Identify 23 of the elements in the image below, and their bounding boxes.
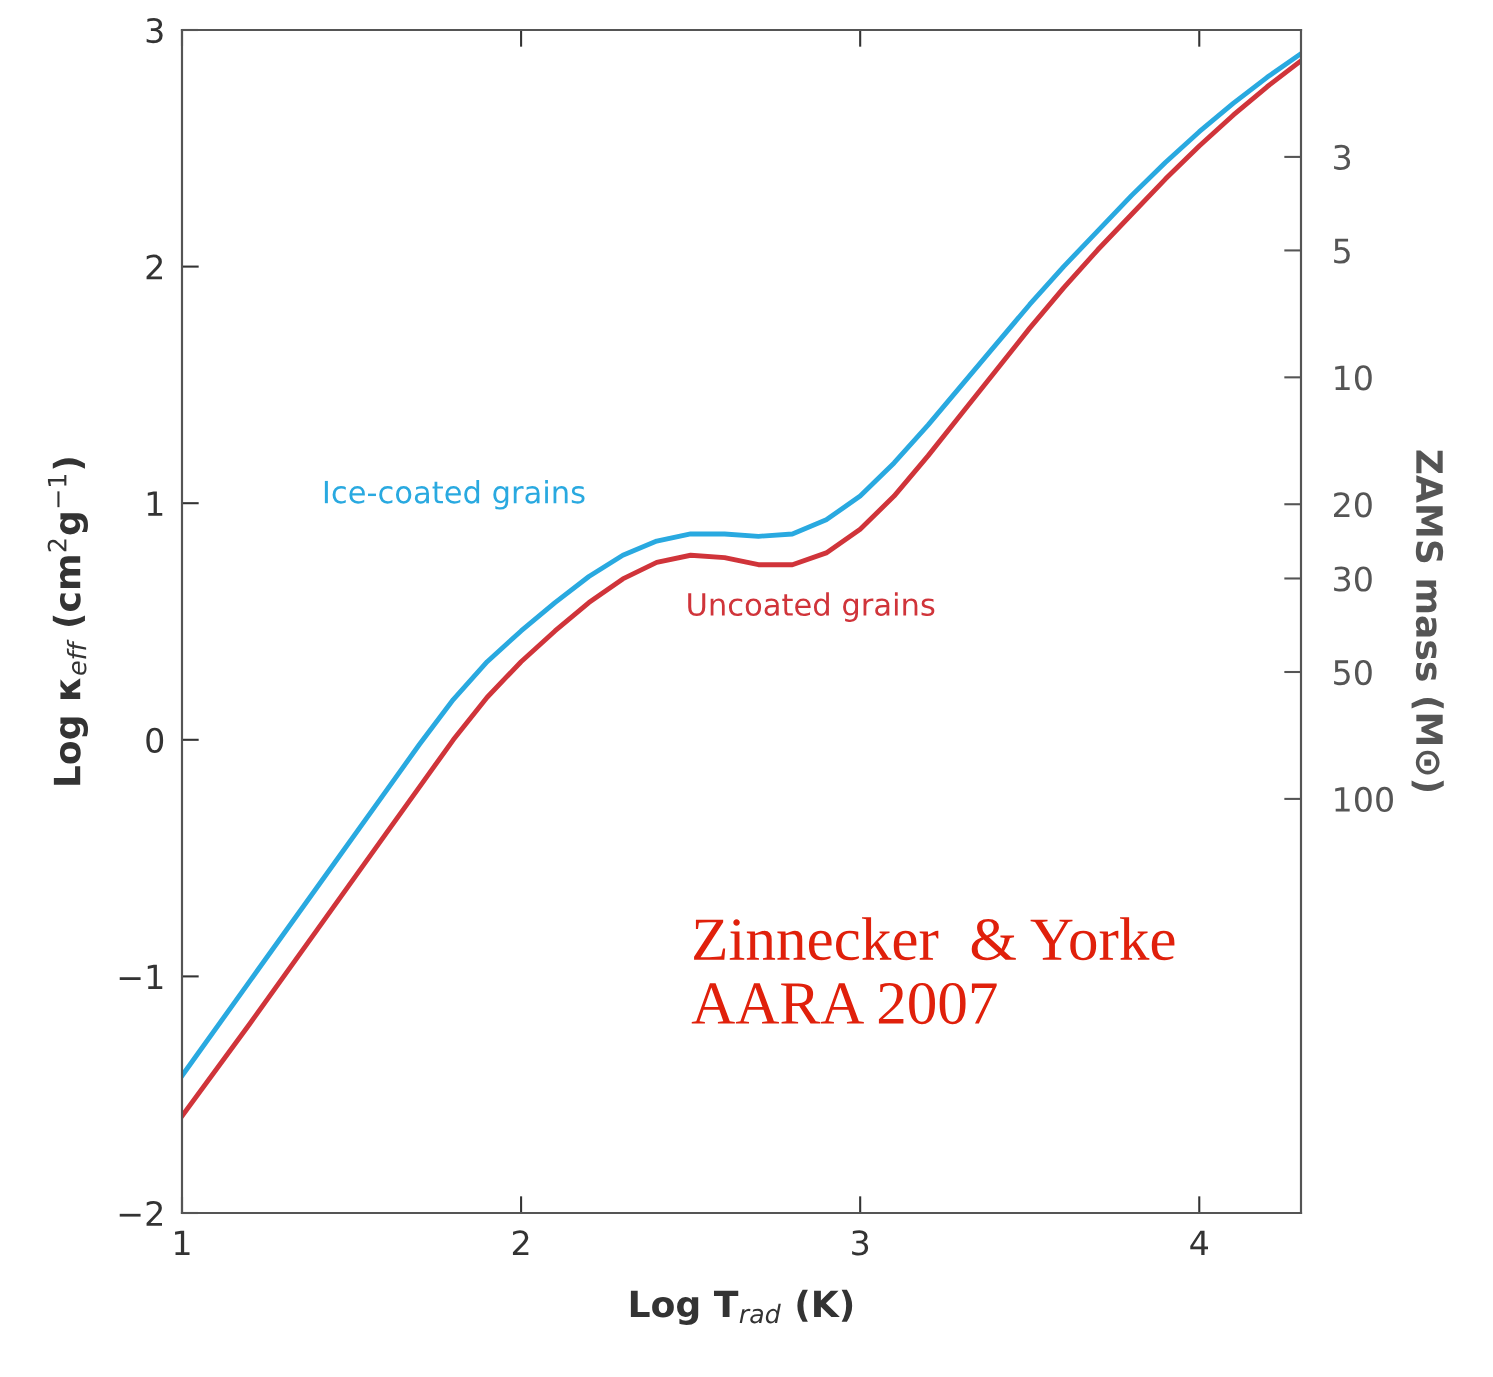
y2-axis-title: ZAMS mass (M⊙) [1411,450,1444,792]
x-tick-label: 1 [175,1230,190,1255]
y-tick-label: 3 [146,17,163,44]
y2-tick-label: 30 [1334,566,1372,592]
series-label: Uncoated grains [688,592,935,622]
y-tick-label: −2 [119,1200,162,1226]
y2-tick-label: 3 [1334,144,1351,171]
y2-tick-label: 20 [1334,492,1372,518]
y2-tick-label: 5 [1334,238,1350,264]
x-tick-label: 4 [1190,1230,1209,1255]
y-tick-label: 2 [146,254,162,280]
y-tick-label: 0 [146,727,164,753]
annotation: Zinnecker & Yorke AARA 2007 [691,917,1175,1025]
x-tick-label: 3 [852,1230,869,1256]
x-axis-title: Log T$_{rad}$ (K) [630,1289,853,1325]
y2-tick-label: 10 [1335,365,1372,391]
x-tick-label: 2 [512,1230,529,1255]
series-label: Ice-coated grains [324,479,585,510]
y2-tick-label: 100 [1335,786,1393,813]
y-tick-label: 1 [147,491,163,516]
y-tick-label: −1 [119,964,163,990]
y-axis-title: Log κ$_{eff}$ (cm$^{2}$g$^{−1}$) [47,458,88,785]
y2-tick-label: 50 [1334,659,1372,686]
